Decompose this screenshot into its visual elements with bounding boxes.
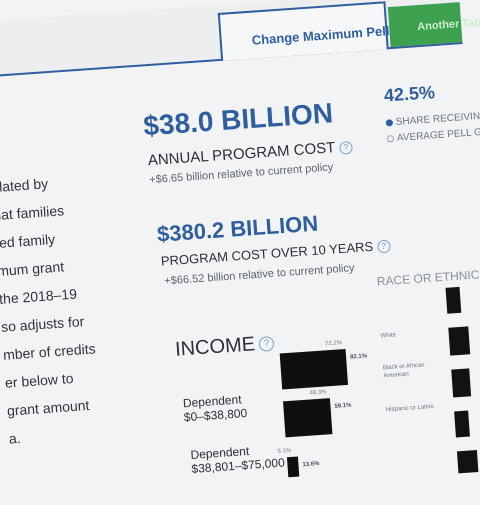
- income-row-label: Dependent $0–$38,800: [182, 392, 247, 424]
- income-row-label: Dependent $38,801–$75,000: [190, 442, 285, 476]
- race-bar: [448, 326, 471, 356]
- income-row-label-line2: $0–$38,800: [183, 405, 248, 425]
- tab-change-maximum-pell[interactable]: Change Maximum Pell: [217, 1, 390, 61]
- legend-average-pell-label: AVERAGE PELL G: [396, 126, 480, 144]
- legend-average-pell: AVERAGE PELL G: [386, 126, 480, 145]
- legend-dot-icon: [386, 134, 395, 143]
- income-prev-value: 72.2%: [324, 340, 343, 348]
- race-row-label: Black or African American: [382, 362, 425, 380]
- income-prev-value: 5.1%: [277, 447, 292, 455]
- left-text-line: the 2018–19: [0, 285, 78, 307]
- left-text-line: mber of credits: [2, 340, 97, 363]
- race-bar: [451, 368, 472, 398]
- legend-share-receiving: SHARE RECEIVING: [385, 110, 480, 128]
- income-bar: [279, 348, 349, 390]
- left-text-line: alated by: [0, 175, 49, 196]
- left-text-line: er below to: [4, 370, 74, 391]
- left-text-line: mum grant: [0, 258, 65, 280]
- info-icon[interactable]: ?: [376, 239, 391, 254]
- race-bar: [454, 410, 470, 438]
- tab-next-label: Another Tab: [416, 16, 480, 34]
- share-receiving-value: 42.5%: [383, 82, 436, 106]
- left-text-line: grant amount: [6, 396, 90, 419]
- left-text-line: so adjusts for: [0, 313, 85, 335]
- race-row-label: Hispanic or Latino: [385, 403, 435, 414]
- income-bar: [283, 398, 333, 438]
- annual-cost-value: $38.0 BILLION: [142, 97, 334, 142]
- left-text-line: ted family: [0, 230, 56, 252]
- income-bar: [286, 456, 300, 478]
- info-icon[interactable]: ?: [338, 140, 353, 155]
- left-text-line: hat families: [0, 202, 65, 224]
- race-row-label: White: [380, 332, 397, 340]
- income-prev-value: 49.3%: [309, 389, 327, 397]
- race-bar: [456, 450, 479, 474]
- race-title: RACE OR ETHNICITY: [376, 266, 480, 289]
- legend-share-receiving-label: SHARE RECEIVING: [395, 110, 480, 128]
- income-bar-value: 82.1%: [349, 353, 368, 361]
- race-bar: [445, 286, 462, 314]
- tab-next[interactable]: Another Tab: [387, 2, 480, 48]
- tab-change-maximum-pell-label: Change Maximum Pell: [251, 23, 390, 48]
- ten-year-cost-value: $380.2 BILLION: [156, 210, 319, 247]
- info-icon[interactable]: ?: [258, 336, 275, 353]
- income-bar-value: 13.6%: [302, 461, 320, 469]
- income-bar-value: 59.1%: [334, 402, 352, 410]
- income-title: INCOME?: [174, 332, 275, 362]
- left-text-line: a.: [8, 429, 22, 447]
- income-title-text: INCOME: [174, 333, 256, 361]
- legend-dot-icon: [385, 118, 394, 127]
